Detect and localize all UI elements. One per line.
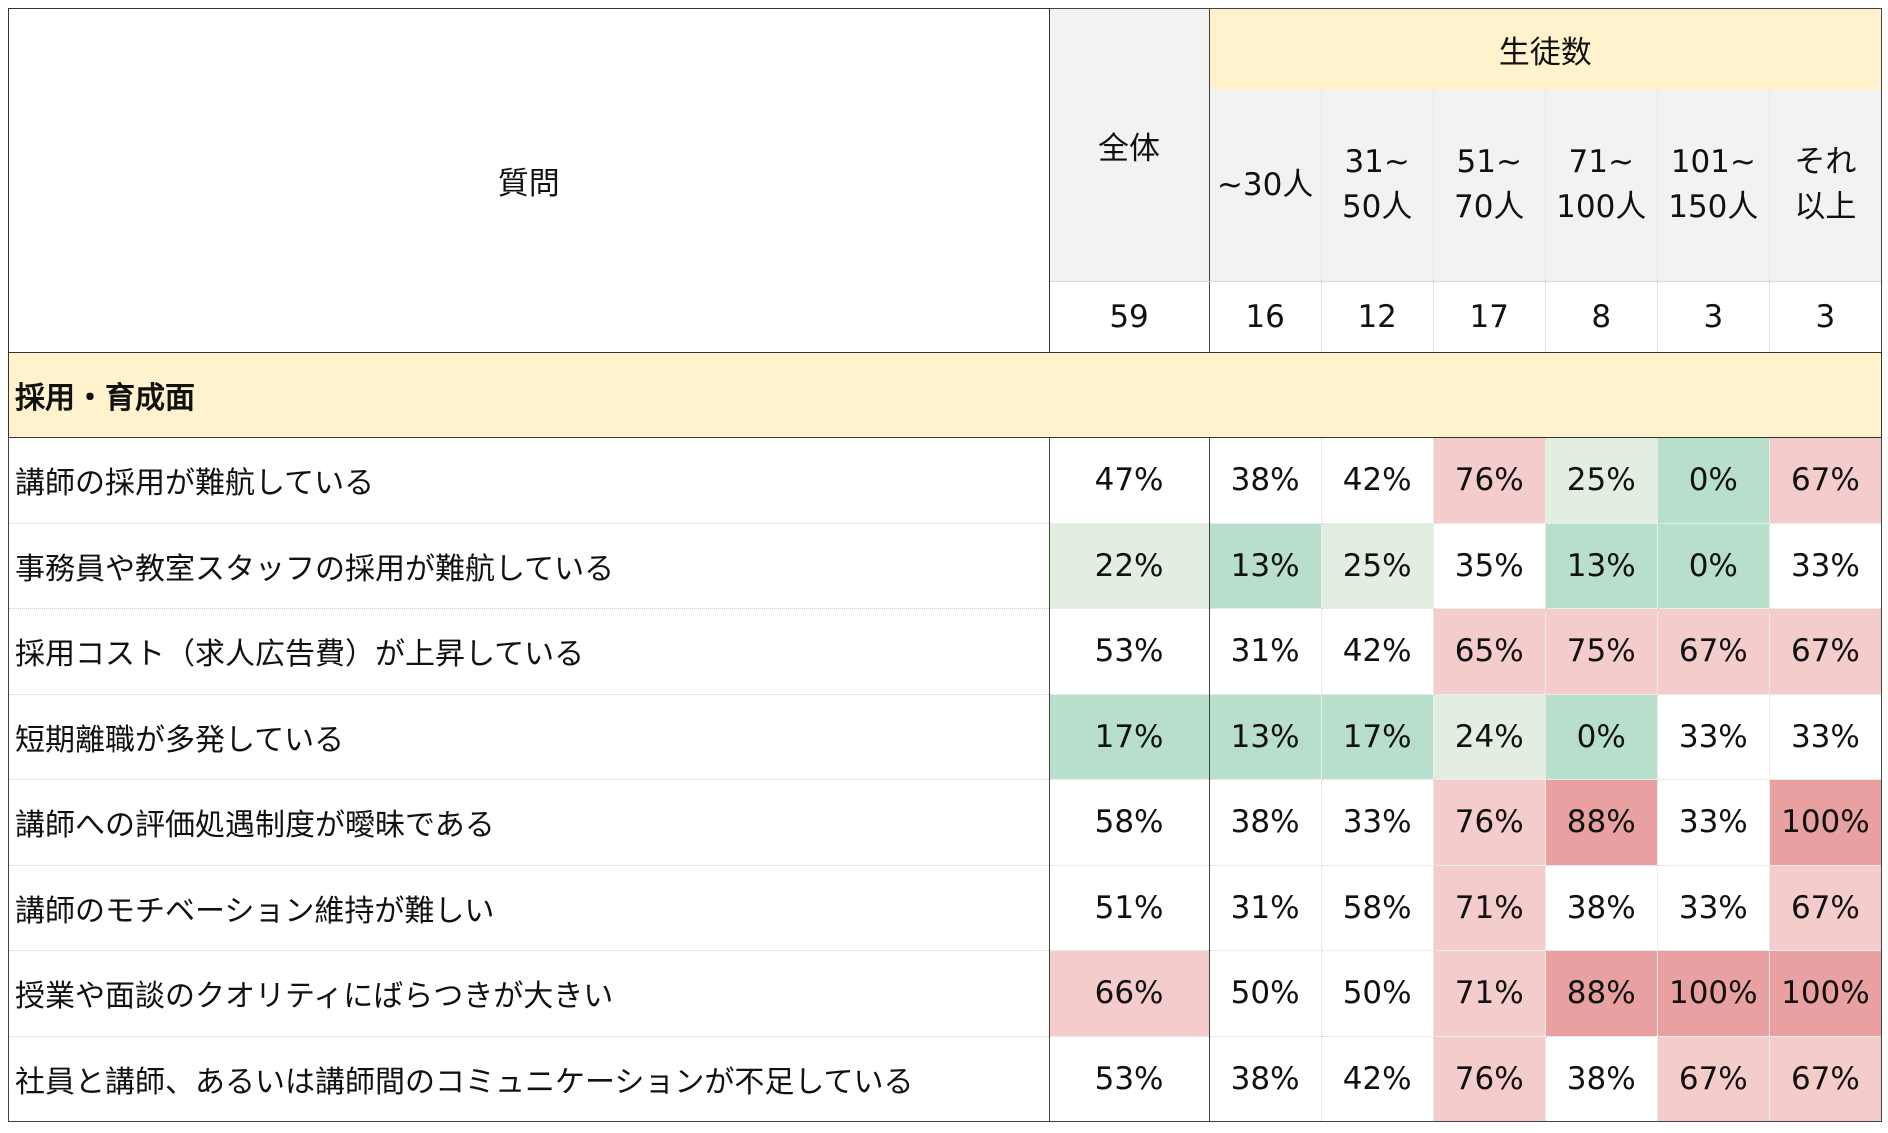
question-text: 講師の採用が難航している [8, 437, 1050, 524]
group-value-cell: 76% [1433, 437, 1546, 524]
overall-value-cell: 51% [1049, 865, 1210, 951]
group-value-cell: 38% [1209, 437, 1322, 524]
group-value-cell: 75% [1545, 608, 1658, 695]
student-count-group-header: 生徒数 [1209, 8, 1883, 90]
group-value-cell: 88% [1545, 950, 1658, 1037]
overall-count: 59 [1048, 281, 1210, 353]
group-value-cell: 25% [1321, 523, 1434, 609]
group-value-cell: 50% [1321, 950, 1434, 1037]
question-text: 採用コスト（求人広告費）が上昇している [8, 608, 1050, 695]
table-row: 講師への評価処遇制度が曖昧である 58% 38% 33% 76% 88% 33% 100% [8, 779, 1883, 866]
group-value-cell: 42% [1321, 437, 1434, 524]
group-count: 16 [1209, 281, 1322, 353]
group-value-cell: 33% [1657, 779, 1770, 866]
question-text: 講師のモチベーション維持が難しい [8, 865, 1050, 951]
table-row: 事務員や教室スタッフの採用が難航している 22% 13% 25% 35% 13% 0% 33% [8, 523, 1883, 609]
group-value-cell: 31% [1209, 608, 1322, 695]
table-row: 短期離職が多発している 17% 13% 17% 24% 0% 33% 33% [8, 694, 1883, 780]
group-value-cell: 33% [1321, 779, 1434, 866]
group-value-cell: 0% [1657, 523, 1770, 609]
group-value-cell: 88% [1545, 779, 1658, 866]
group-count: 12 [1321, 281, 1434, 353]
group-value-cell: 76% [1433, 1036, 1546, 1122]
group-value-cell: 0% [1545, 694, 1658, 780]
group-value-cell: 67% [1769, 1036, 1883, 1122]
group-value-cell: 38% [1545, 1036, 1658, 1122]
group-value-cell: 42% [1321, 608, 1434, 695]
question-text: 短期離職が多発している [8, 694, 1050, 780]
group-value-cell: 100% [1769, 950, 1883, 1037]
table-row: 講師の採用が難航している 47% 38% 42% 76% 25% 0% 67% [8, 437, 1883, 524]
group-value-cell: 76% [1433, 779, 1546, 866]
group-count: 8 [1545, 281, 1658, 353]
overall-value-cell: 66% [1049, 950, 1210, 1037]
group-value-cell: 67% [1769, 608, 1883, 695]
group-value-cell: 67% [1769, 865, 1883, 951]
group-value-cell: 13% [1545, 523, 1658, 609]
group-column-header: 31~ 50人 [1321, 89, 1434, 282]
group-value-cell: 17% [1321, 694, 1434, 780]
group-count: 17 [1433, 281, 1546, 353]
overall-header: 全体 [1048, 8, 1210, 282]
group-column-header: 71~ 100人 [1545, 89, 1658, 282]
group-value-cell: 35% [1433, 523, 1546, 609]
group-value-cell: 67% [1657, 608, 1770, 695]
group-value-cell: 38% [1545, 865, 1658, 951]
group-value-cell: 67% [1769, 437, 1883, 524]
group-column-header: ~30人 [1209, 89, 1322, 282]
question-text: 事務員や教室スタッフの採用が難航している [8, 523, 1050, 609]
table-row: 採用コスト（求人広告費）が上昇している 53% 31% 42% 65% 75% 67% 67% [8, 608, 1883, 695]
overall-value-cell: 17% [1049, 694, 1210, 780]
group-value-cell: 67% [1657, 1036, 1770, 1122]
overall-value-cell: 47% [1049, 437, 1210, 524]
question-text: 講師への評価処遇制度が曖昧である [8, 779, 1050, 866]
overall-value-cell: 58% [1049, 779, 1210, 866]
group-value-cell: 33% [1769, 694, 1883, 780]
table-row: 授業や面談のクオリティにばらつきが大きい 66% 50% 50% 71% 88% 100% 1… [8, 950, 1883, 1037]
group-value-cell: 50% [1209, 950, 1322, 1037]
group-value-cell: 42% [1321, 1036, 1434, 1122]
survey-table: 質問 全体 生徒数 ~30人 31~ 50人 51~ 70人 71~ 100人 101~ 150… [8, 8, 1883, 1122]
group-value-cell: 24% [1433, 694, 1546, 780]
table-row: 社員と講師、あるいは講師間のコミュニケーションが不足している 53% 38% 42% 7… [8, 1036, 1883, 1122]
group-column-header: 51~ 70人 [1433, 89, 1546, 282]
group-column-header: 101~ 150人 [1657, 89, 1770, 282]
group-value-cell: 13% [1209, 694, 1322, 780]
section-header: 採用・育成面 [8, 352, 1882, 438]
group-value-cell: 65% [1433, 608, 1546, 695]
group-value-cell: 100% [1769, 779, 1883, 866]
group-value-cell: 25% [1545, 437, 1658, 524]
question-text: 社員と講師、あるいは講師間のコミュニケーションが不足している [8, 1036, 1050, 1122]
group-value-cell: 100% [1657, 950, 1770, 1037]
overall-value-cell: 22% [1049, 523, 1210, 609]
group-column-header: それ 以上 [1769, 89, 1883, 282]
overall-value-cell: 53% [1049, 1036, 1210, 1122]
group-value-cell: 38% [1209, 779, 1322, 866]
group-value-cell: 33% [1657, 865, 1770, 951]
group-count: 3 [1657, 281, 1770, 353]
table-row: 講師のモチベーション維持が難しい 51% 31% 58% 71% 38% 33% 67% [8, 865, 1883, 951]
group-value-cell: 33% [1769, 523, 1883, 609]
overall-value-cell: 53% [1049, 608, 1210, 695]
group-value-cell: 0% [1657, 437, 1770, 524]
group-value-cell: 71% [1433, 865, 1546, 951]
group-value-cell: 71% [1433, 950, 1546, 1037]
group-count: 3 [1769, 281, 1883, 353]
group-value-cell: 13% [1209, 523, 1322, 609]
question-text: 授業や面談のクオリティにばらつきが大きい [8, 950, 1050, 1037]
group-value-cell: 31% [1209, 865, 1322, 951]
group-value-cell: 38% [1209, 1036, 1322, 1122]
group-value-cell: 33% [1657, 694, 1770, 780]
question-header: 質問 [8, 8, 1050, 353]
group-value-cell: 58% [1321, 865, 1434, 951]
